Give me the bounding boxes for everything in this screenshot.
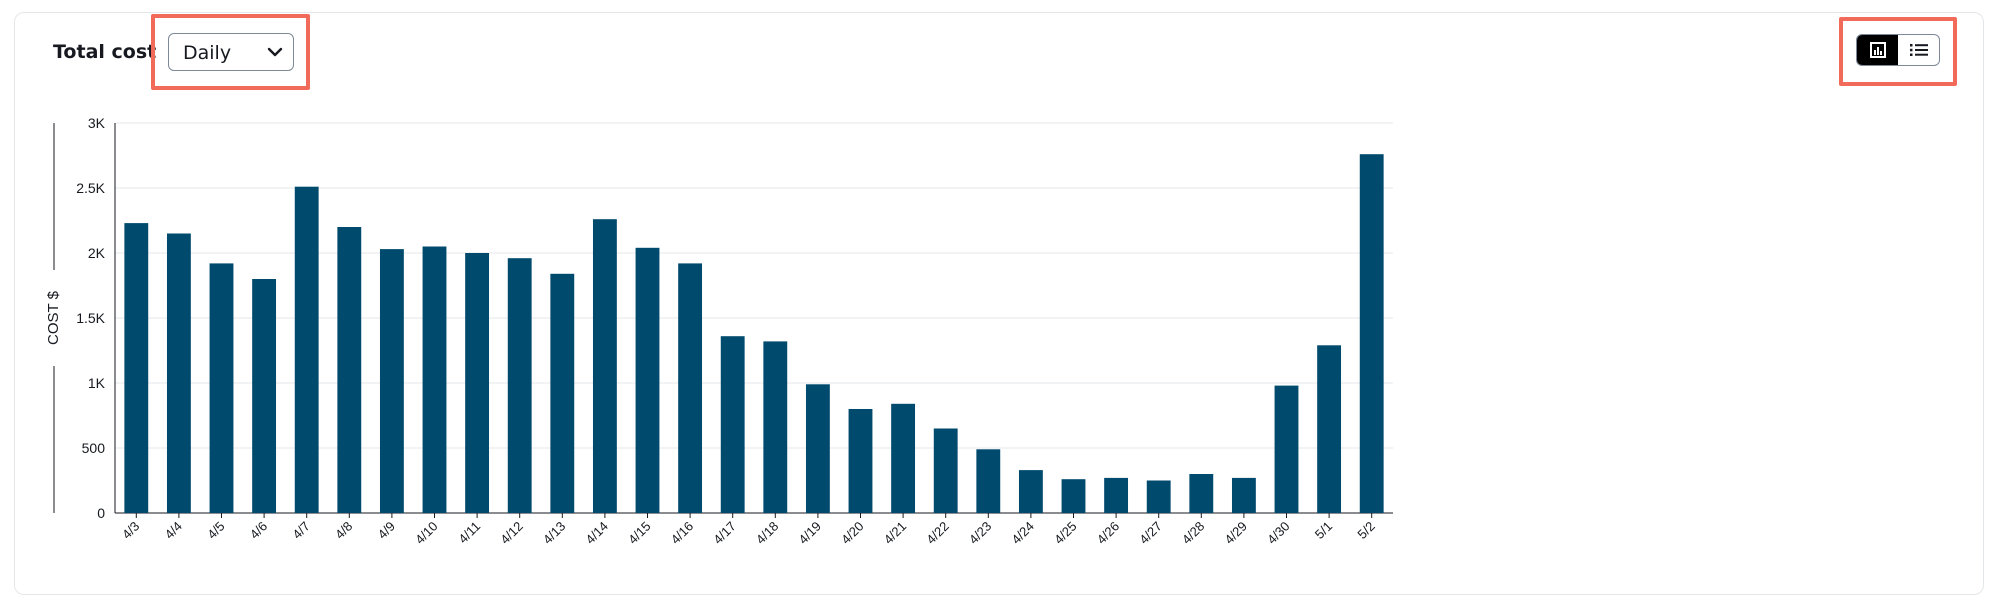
y-tick-label: 1K (88, 375, 106, 391)
bar-4-16 (678, 263, 703, 513)
bar-4-5 (209, 263, 234, 513)
bar-4-10 (422, 246, 447, 513)
y-tick-label: 3K (88, 115, 106, 131)
list-view-button[interactable] (1898, 35, 1939, 65)
bar-4-12 (507, 258, 532, 513)
x-tick-label: 4/10 (412, 519, 441, 548)
bar-chart-icon (1869, 42, 1886, 58)
view-toggle-highlight (1839, 17, 1957, 86)
bar-4-25 (1061, 479, 1086, 513)
x-tick-label: 4/15 (625, 519, 654, 548)
bar-4-8 (337, 227, 362, 513)
x-tick-label: 4/26 (1094, 519, 1123, 548)
x-tick-label: 4/13 (540, 519, 569, 548)
granularity-value: Daily (183, 42, 232, 64)
x-tick-label: 5/2 (1354, 519, 1377, 542)
bar-4-30 (1274, 385, 1299, 513)
y-tick-label: 1.5K (76, 310, 105, 326)
x-tick-label: 4/30 (1264, 519, 1293, 548)
x-tick-label: 5/1 (1312, 519, 1335, 542)
x-tick-label: 4/19 (796, 519, 825, 548)
bar-4-27 (1146, 480, 1171, 513)
bar-4-3 (124, 223, 149, 513)
x-tick-label: 4/22 (923, 519, 952, 548)
bar-4-23 (976, 449, 1001, 513)
bar-4-26 (1104, 477, 1129, 513)
x-tick-label: 4/8 (332, 519, 355, 542)
x-tick-label: 4/16 (668, 519, 697, 548)
y-tick-label: 2K (88, 245, 106, 261)
x-tick-label: 4/3 (119, 519, 142, 542)
bar-4-17 (720, 336, 745, 513)
bar-4-21 (891, 403, 916, 513)
bar-4-18 (763, 341, 788, 513)
bar-4-28 (1189, 474, 1214, 513)
x-tick-label: 4/11 (455, 519, 483, 547)
x-tick-label: 4/21 (881, 519, 910, 548)
bar-4-29 (1231, 477, 1256, 513)
bar-4-9 (379, 249, 404, 513)
bar-4-6 (252, 279, 277, 513)
x-tick-label: 4/25 (1051, 519, 1080, 548)
y-tick-label: 2.5K (76, 180, 105, 196)
bar-4-11 (465, 253, 490, 513)
card-title: Total cost (53, 41, 157, 63)
chevron-down-icon (267, 47, 283, 57)
bar-5-1 (1317, 345, 1342, 513)
x-tick-label: 4/23 (966, 519, 995, 548)
bar-4-19 (805, 384, 830, 513)
chart-view-button[interactable] (1857, 35, 1898, 65)
bar-4-4 (166, 233, 191, 513)
x-tick-label: 4/17 (710, 519, 739, 548)
x-tick-label: 4/28 (1179, 519, 1208, 548)
bar-4-24 (1018, 470, 1043, 513)
y-axis-title: COST $ (45, 290, 62, 345)
view-toggle (1856, 34, 1940, 66)
x-tick-label: 4/5 (204, 519, 227, 542)
bar-4-20 (848, 409, 873, 513)
granularity-highlight (151, 14, 310, 90)
granularity-select[interactable]: Daily (168, 33, 294, 71)
x-tick-label: 4/7 (289, 519, 312, 542)
x-tick-label: 4/4 (162, 519, 185, 542)
bar-4-7 (294, 186, 319, 513)
bar-4-14 (592, 219, 617, 513)
y-tick-label: 0 (97, 505, 105, 521)
bar-5-2 (1359, 154, 1384, 513)
x-tick-label: 4/12 (497, 519, 526, 548)
x-tick-label: 4/20 (838, 519, 867, 548)
x-tick-label: 4/27 (1136, 519, 1165, 548)
bar-4-15 (635, 247, 660, 514)
x-tick-label: 4/18 (753, 519, 782, 548)
x-tick-label: 4/9 (375, 519, 398, 542)
bar-4-22 (933, 428, 958, 513)
list-icon (1909, 44, 1928, 56)
x-tick-label: 4/29 (1222, 519, 1251, 548)
x-tick-label: 4/24 (1009, 519, 1038, 548)
bar-4-13 (550, 273, 575, 513)
y-tick-label: 500 (82, 440, 106, 456)
x-tick-label: 4/6 (247, 519, 270, 542)
x-tick-label: 4/14 (583, 519, 612, 548)
